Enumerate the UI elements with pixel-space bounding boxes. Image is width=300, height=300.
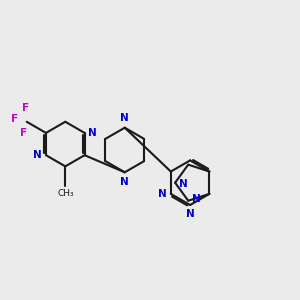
Text: N: N: [33, 150, 42, 160]
Text: N: N: [120, 113, 129, 123]
Text: F: F: [11, 114, 18, 124]
Text: F: F: [22, 103, 29, 113]
Text: N: N: [186, 209, 194, 219]
Text: N: N: [120, 177, 129, 187]
Text: N: N: [158, 189, 167, 199]
Text: N: N: [192, 194, 201, 204]
Text: N: N: [88, 128, 97, 138]
Text: F: F: [20, 128, 27, 138]
Text: CH₃: CH₃: [58, 189, 74, 198]
Text: N: N: [179, 179, 188, 189]
